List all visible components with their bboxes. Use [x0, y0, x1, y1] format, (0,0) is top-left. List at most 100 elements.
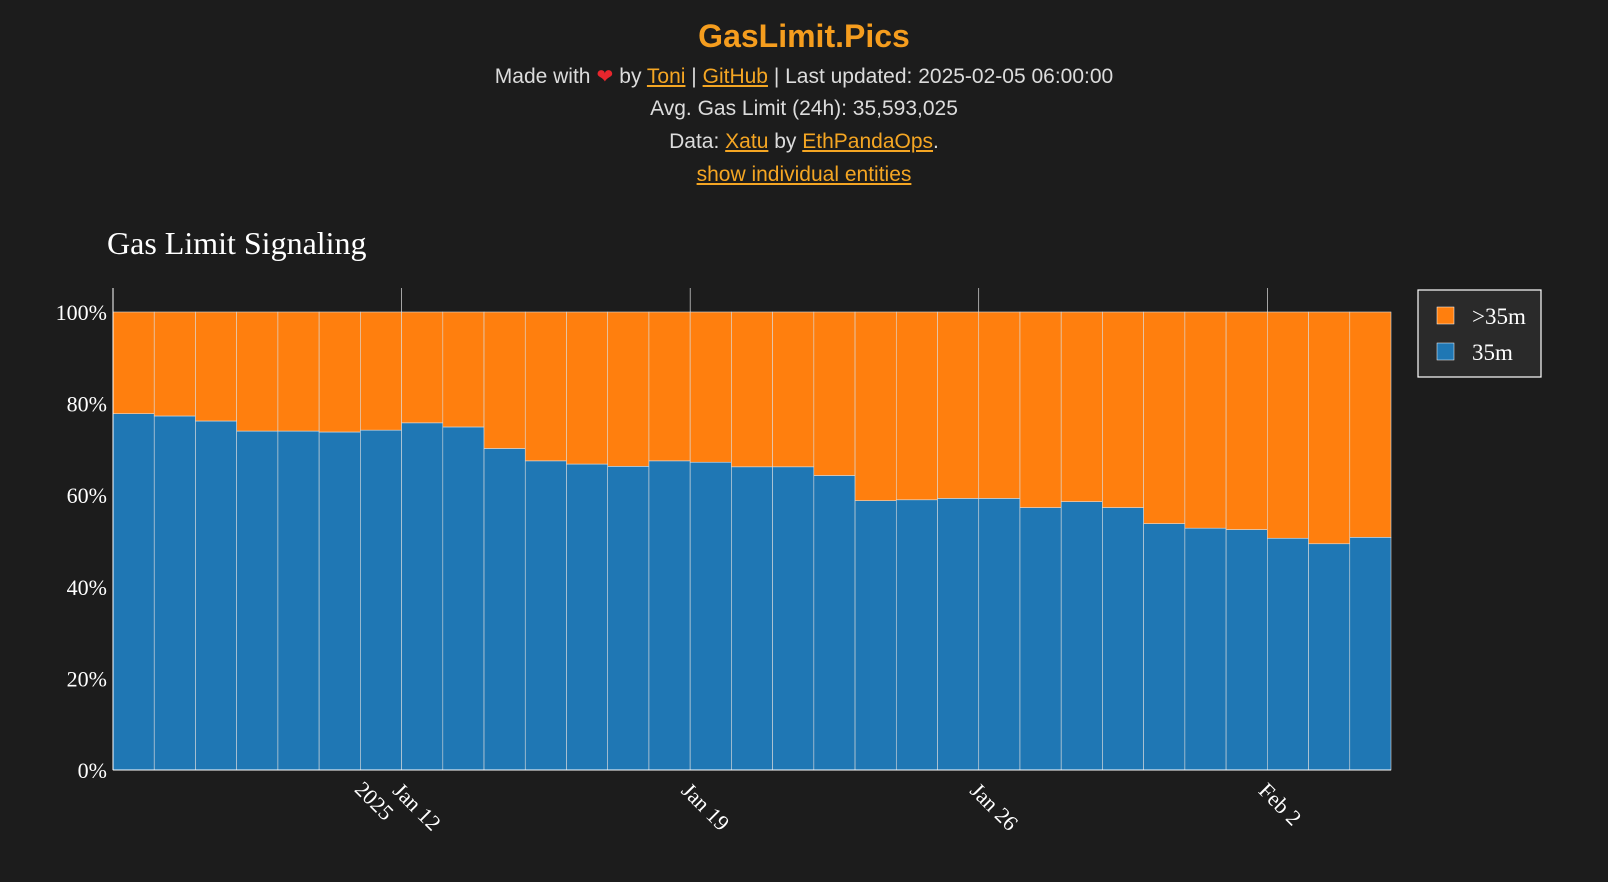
bar-35m-2025-01-23[interactable] [854, 500, 897, 771]
bar-gt35m-2025-02-04[interactable] [1349, 311, 1392, 538]
bar-gt35m-2025-01-13[interactable] [442, 311, 485, 428]
bar-gt35m-2025-01-26[interactable] [978, 311, 1021, 499]
bar-gt35m-2025-01-05[interactable] [112, 311, 155, 414]
bar-35m-2025-01-21[interactable] [772, 466, 815, 771]
bar-35m-2025-01-18[interactable] [648, 460, 691, 771]
github-link[interactable]: GitHub [702, 65, 768, 88]
x-tick-group: Jan 26 [965, 778, 1023, 836]
avg-gas-limit: Avg. Gas Limit (24h): 35,593,025 [650, 97, 958, 120]
bar-35m-2025-01-30[interactable] [1143, 523, 1186, 771]
x-tick-group: Feb 2 [1254, 778, 1307, 831]
x-tick-sublabel: 2025 [350, 776, 399, 825]
ethpandaops-link[interactable]: EthPandaOps [802, 130, 934, 153]
bar-35m-2025-01-16[interactable] [566, 463, 609, 771]
bar-gt35m-2025-01-07[interactable] [195, 311, 237, 422]
bar-gt35m-2025-01-27[interactable] [1019, 311, 1062, 508]
bar-gt35m-2025-01-28[interactable] [1060, 311, 1103, 502]
author-link[interactable]: Toni [646, 65, 686, 88]
chart-title: Gas Limit Signaling [107, 225, 367, 261]
bar-gt35m-2025-01-18[interactable] [648, 311, 691, 462]
bar-35m-2025-01-19[interactable] [689, 461, 732, 771]
bar-gt35m-2025-02-02[interactable] [1267, 311, 1309, 539]
x-tick-label: Jan 26 [965, 778, 1023, 836]
bar-35m-2025-01-26[interactable] [978, 498, 1021, 771]
bar-gt35m-2025-02-01[interactable] [1225, 311, 1268, 530]
bar-35m-2025-01-22[interactable] [813, 475, 856, 771]
bar-35m-2025-01-07[interactable] [195, 420, 237, 771]
bar-35m-2025-01-06[interactable] [153, 415, 196, 771]
credits-line: Made with ❤ by Toni | GitHub | Last update… [0, 62, 1608, 92]
bar-35m-2025-01-05[interactable] [112, 413, 155, 771]
bar-gt35m-2025-02-03[interactable] [1308, 311, 1351, 545]
y-tick-label: 20% [67, 666, 107, 691]
bar-gt35m-2025-01-09[interactable] [277, 311, 320, 432]
legend-label[interactable]: >35m [1472, 304, 1526, 329]
bar-gt35m-2025-01-12[interactable] [401, 311, 444, 424]
bar-35m-2025-01-20[interactable] [731, 466, 773, 771]
bar-gt35m-2025-01-22[interactable] [813, 311, 856, 476]
bar-35m-2025-02-01[interactable] [1225, 529, 1268, 771]
data-by-text: by [774, 130, 797, 153]
bars-group [112, 311, 1392, 771]
legend-box [1417, 289, 1542, 378]
bar-35m-2025-01-27[interactable] [1019, 507, 1062, 771]
legend-label[interactable]: 35m [1472, 340, 1513, 365]
bar-gt35m-2025-01-31[interactable] [1184, 311, 1227, 529]
site-title: GasLimit.Pics [698, 18, 910, 54]
bar-gt35m-2025-01-11[interactable] [360, 311, 402, 431]
bar-35m-2025-01-13[interactable] [442, 426, 485, 771]
x-tick-label: Feb 2 [1254, 778, 1307, 831]
made-with-text: Made with [494, 65, 591, 88]
legend-swatch[interactable] [1436, 342, 1455, 361]
data-suffix: . [933, 130, 939, 153]
bar-gt35m-2025-01-08[interactable] [236, 311, 279, 432]
legend[interactable]: >35m 35m [1417, 289, 1542, 378]
bar-35m-2025-02-02[interactable] [1267, 537, 1309, 771]
bar-35m-2025-01-17[interactable] [607, 466, 650, 771]
bar-gt35m-2025-01-29[interactable] [1102, 311, 1144, 508]
bar-35m-2025-01-28[interactable] [1060, 501, 1103, 771]
heart-icon: ❤ [596, 66, 614, 88]
bar-gt35m-2025-01-16[interactable] [566, 311, 609, 465]
show-individual-entities-link[interactable]: show individual entities [696, 163, 912, 186]
bar-35m-2025-01-15[interactable] [524, 460, 567, 771]
bar-35m-2025-02-03[interactable] [1308, 543, 1351, 771]
bar-35m-2025-01-10[interactable] [318, 431, 361, 771]
bar-gt35m-2025-01-15[interactable] [524, 311, 567, 462]
bar-35m-2025-01-11[interactable] [360, 429, 402, 771]
bar-gt35m-2025-01-14[interactable] [483, 311, 526, 449]
bar-gt35m-2025-01-10[interactable] [318, 311, 361, 433]
bar-35m-2025-01-08[interactable] [236, 430, 279, 771]
last-updated-text: | Last updated: 2025-02-05 06:00:00 [773, 65, 1114, 88]
x-tick-label: Jan 19 [677, 778, 735, 836]
bar-35m-2025-01-31[interactable] [1184, 527, 1227, 771]
bar-gt35m-2025-01-20[interactable] [731, 311, 773, 468]
x-tick-group: Jan 19 [677, 778, 735, 836]
by-text: by [619, 65, 642, 88]
bar-gt35m-2025-01-19[interactable] [689, 311, 732, 463]
bar-35m-2025-01-25[interactable] [937, 498, 980, 771]
xatu-link[interactable]: Xatu [725, 130, 769, 153]
bar-35m-2025-01-14[interactable] [483, 448, 526, 771]
bar-35m-2025-02-04[interactable] [1349, 537, 1392, 771]
bar-gt35m-2025-01-21[interactable] [772, 311, 815, 468]
bar-gt35m-2025-01-24[interactable] [895, 311, 938, 501]
bar-gt35m-2025-01-17[interactable] [607, 311, 650, 467]
bar-35m-2025-01-12[interactable] [401, 422, 444, 771]
toggle-line: show individual entities [0, 160, 1608, 190]
bar-gt35m-2025-01-06[interactable] [153, 311, 196, 417]
bar-gt35m-2025-01-30[interactable] [1143, 311, 1186, 524]
bar-gt35m-2025-01-25[interactable] [937, 311, 980, 499]
bar-35m-2025-01-29[interactable] [1102, 507, 1144, 771]
separator: | [691, 65, 697, 88]
legend-swatch[interactable] [1436, 306, 1455, 325]
data-source-line: Data: Xatu by EthPandaOps. [0, 127, 1608, 157]
bar-35m-2025-01-24[interactable] [895, 499, 938, 771]
bar-gt35m-2025-01-23[interactable] [854, 311, 897, 501]
y-tick-label: 0% [78, 758, 107, 783]
y-tick-label: 40% [67, 575, 107, 600]
bar-35m-2025-01-09[interactable] [277, 430, 320, 771]
y-tick-label: 80% [67, 392, 107, 417]
